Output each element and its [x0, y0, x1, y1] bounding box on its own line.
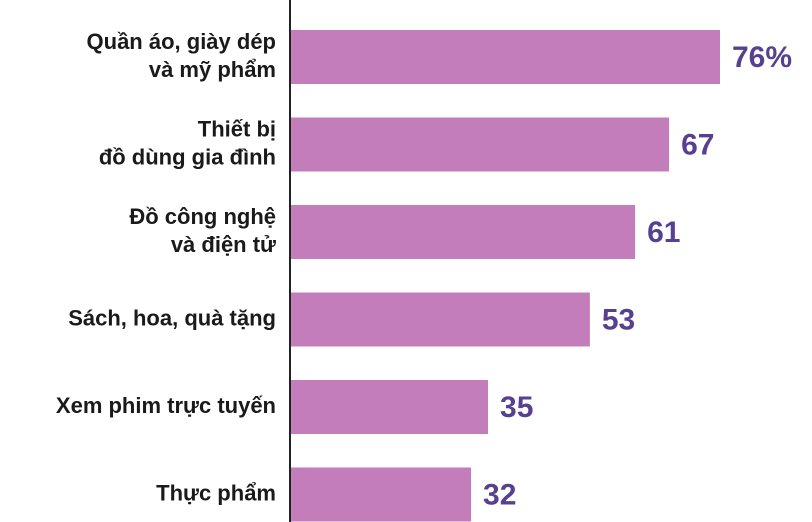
- bar: [290, 467, 472, 522]
- category-label: Quần áo, giày dép và mỹ phẩm: [87, 29, 276, 82]
- value-label: 67: [681, 128, 714, 161]
- bar: [290, 30, 720, 84]
- category-label: Đồ công nghệ và điện tử: [129, 204, 276, 257]
- bar: [290, 292, 590, 347]
- category-label: Thực phẩm: [156, 480, 276, 505]
- category-label: Sách, hoa, quà tặng: [68, 305, 276, 330]
- value-label: 76%: [732, 41, 792, 74]
- category-label: Xem phim trực tuyến: [56, 393, 276, 418]
- value-label: 61: [647, 216, 680, 249]
- category-label: Thiết bị đồ dùng gia đình: [99, 116, 276, 169]
- value-label: 35: [500, 391, 533, 424]
- bar: [290, 380, 489, 434]
- bar: [290, 117, 670, 172]
- value-label: 32: [483, 478, 516, 511]
- bar: [290, 205, 636, 259]
- value-label: 53: [602, 303, 635, 336]
